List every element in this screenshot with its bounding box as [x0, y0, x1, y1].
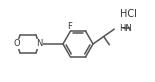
Text: HN: HN [119, 24, 132, 33]
Text: F: F [68, 21, 72, 31]
Text: HCl: HCl [120, 9, 136, 19]
Text: N: N [36, 40, 42, 48]
Text: O: O [14, 40, 20, 48]
